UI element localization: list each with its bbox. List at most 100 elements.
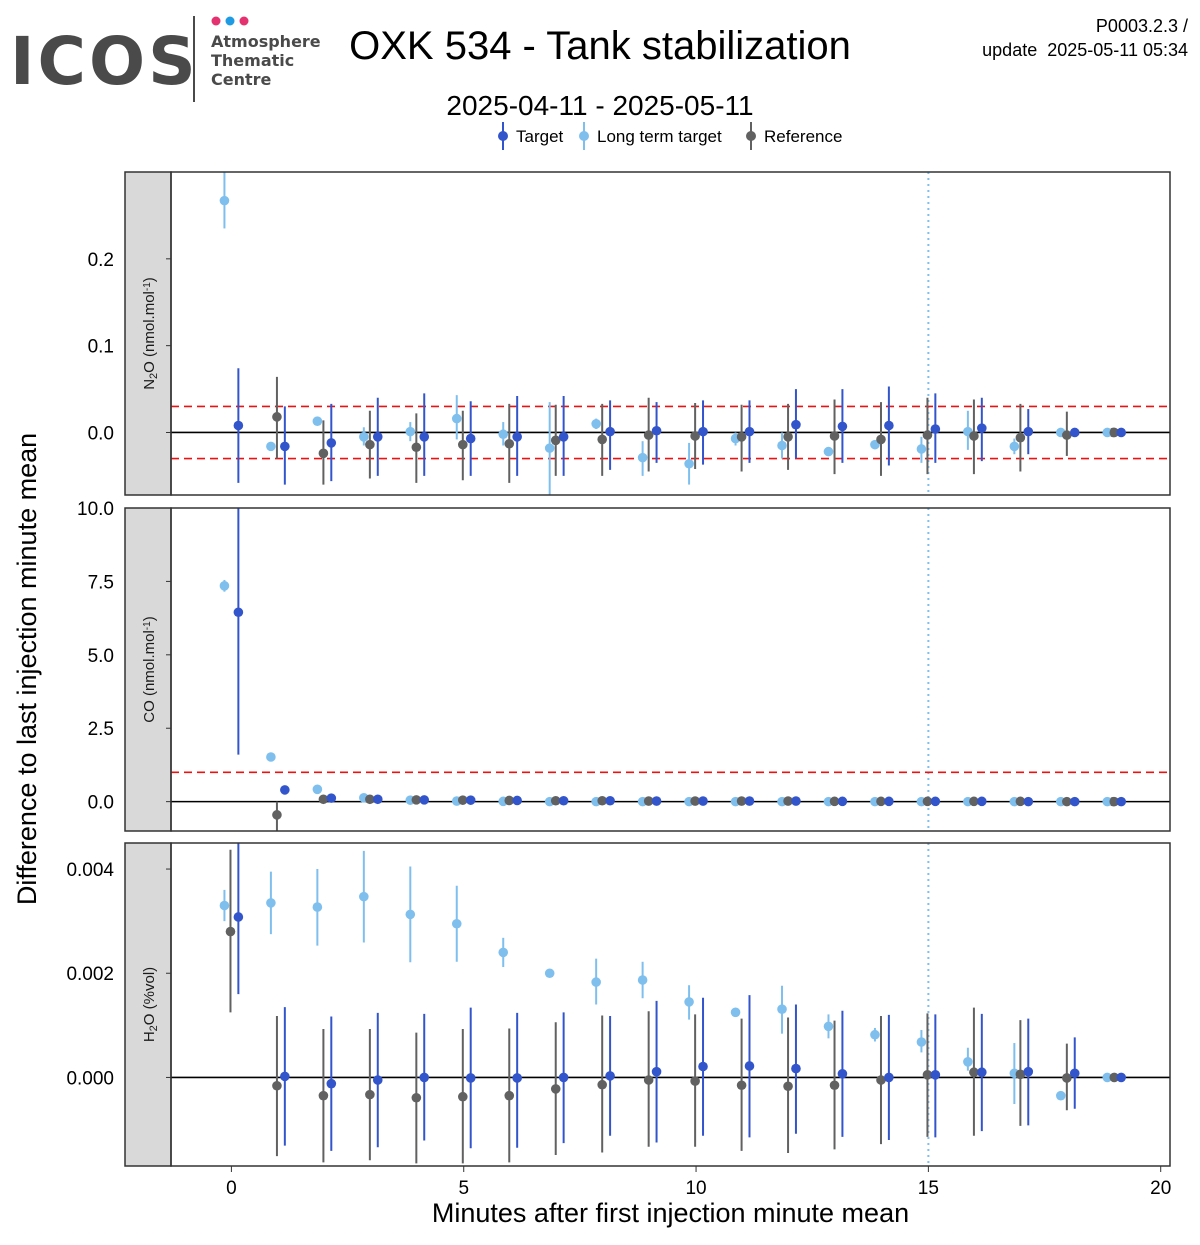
- data-point: [372, 794, 383, 805]
- logo-divider: [193, 16, 195, 102]
- data-point: [777, 440, 787, 451]
- data-point: [272, 1080, 282, 1091]
- data-point: [736, 796, 747, 806]
- data-point: [643, 430, 654, 440]
- y-tick-label: 7.5: [88, 572, 114, 593]
- data-point: [1069, 1068, 1080, 1079]
- y-tick-label: 0.0: [88, 793, 114, 814]
- logo-line-1: Atmosphere: [211, 32, 321, 51]
- data-point: [1062, 1073, 1072, 1083]
- data-point: [1102, 796, 1113, 807]
- data-point: [884, 796, 894, 807]
- logo-dot-1: [211, 16, 221, 26]
- data-point: [550, 1084, 561, 1094]
- data-point: [219, 581, 230, 591]
- data-point: [969, 1067, 979, 1078]
- data-point: [419, 432, 430, 442]
- x-tick-label: 5: [458, 1178, 469, 1199]
- logo-line-2: Thematic: [211, 51, 294, 70]
- data-point: [512, 432, 522, 442]
- data-point: [1062, 430, 1072, 440]
- data-point: [272, 412, 282, 422]
- data-point: [365, 439, 375, 450]
- data-point: [736, 1080, 747, 1091]
- data-point: [1109, 796, 1120, 807]
- data-point: [219, 195, 230, 206]
- data-point: [591, 977, 601, 987]
- data-point: [312, 902, 323, 912]
- panel-0: N2O (nmol.mol-1) 0.0 0.1 0.2: [88, 171, 1171, 496]
- panel-border: [170, 842, 1171, 1167]
- data-point: [266, 898, 276, 908]
- data-point: [651, 1066, 662, 1077]
- data-point: [829, 1080, 840, 1091]
- data-point: [605, 1071, 615, 1081]
- data-point: [922, 796, 933, 807]
- logo-dot-2: [225, 16, 235, 26]
- legend-label: Long term target: [597, 127, 722, 146]
- y-tick-label: 0.004: [66, 860, 114, 881]
- data-point: [1102, 427, 1113, 438]
- data-point: [326, 1078, 337, 1089]
- legend-item: Target: [498, 122, 564, 150]
- data-point: [791, 419, 801, 430]
- data-point: [837, 1068, 848, 1079]
- data-point: [744, 796, 755, 806]
- data-point: [1116, 1072, 1127, 1083]
- panel-data: [171, 172, 1170, 495]
- data-point: [372, 1075, 383, 1085]
- data-point: [637, 975, 648, 985]
- y-tick-label: 5.0: [88, 646, 114, 667]
- data-point: [280, 441, 290, 452]
- data-point: [544, 443, 555, 453]
- data-point: [458, 795, 468, 805]
- data-point: [922, 1070, 933, 1080]
- data-point: [930, 1070, 941, 1080]
- logo-dot-3: [239, 16, 249, 26]
- legend-marker: [498, 131, 508, 141]
- version-info: P0003.2.3 / update 2025-05-11 05:34: [982, 14, 1188, 62]
- data-point: [419, 795, 430, 805]
- y-tick-label: 0.1: [88, 337, 114, 358]
- data-point: [550, 795, 561, 806]
- data-point: [465, 795, 476, 805]
- legend-marker: [746, 131, 756, 141]
- data-point: [651, 425, 662, 436]
- data-point: [823, 1021, 834, 1032]
- panel-2: H2O (%vol) 0.000 0.002 0.004: [66, 842, 1171, 1167]
- panel-strip-label: CO (nmol.mol-1): [141, 616, 158, 722]
- data-point: [823, 446, 834, 457]
- data-point: [219, 900, 230, 911]
- data-point: [1062, 796, 1072, 807]
- data-point: [504, 1090, 515, 1101]
- data-point: [730, 1007, 741, 1018]
- legend-item: Long term target: [579, 122, 722, 150]
- data-point: [1023, 426, 1034, 437]
- data-point: [326, 438, 337, 448]
- data-point: [550, 435, 561, 446]
- data-point: [1069, 427, 1080, 438]
- data-point: [643, 1075, 654, 1085]
- data-point: [498, 947, 509, 958]
- legend-item: Reference: [746, 122, 842, 150]
- data-point: [318, 794, 329, 805]
- data-point: [225, 926, 236, 937]
- data-point: [504, 438, 515, 449]
- data-point: [684, 458, 694, 469]
- data-point: [411, 1092, 422, 1103]
- data-point: [1116, 427, 1127, 438]
- data-point: [829, 796, 840, 807]
- y-tick-label: 0.2: [88, 250, 114, 271]
- data-point: [405, 909, 416, 920]
- data-point: [280, 785, 290, 795]
- data-point: [930, 796, 941, 807]
- data-point: [690, 796, 700, 806]
- data-point: [744, 1061, 755, 1071]
- data-point: [312, 416, 323, 426]
- data-point: [690, 1076, 700, 1086]
- panel-background: [171, 172, 1170, 495]
- data-point: [512, 795, 522, 806]
- data-point: [884, 1072, 894, 1083]
- icos-logo: ICOS Atmosphere Thematic Centre: [10, 16, 321, 102]
